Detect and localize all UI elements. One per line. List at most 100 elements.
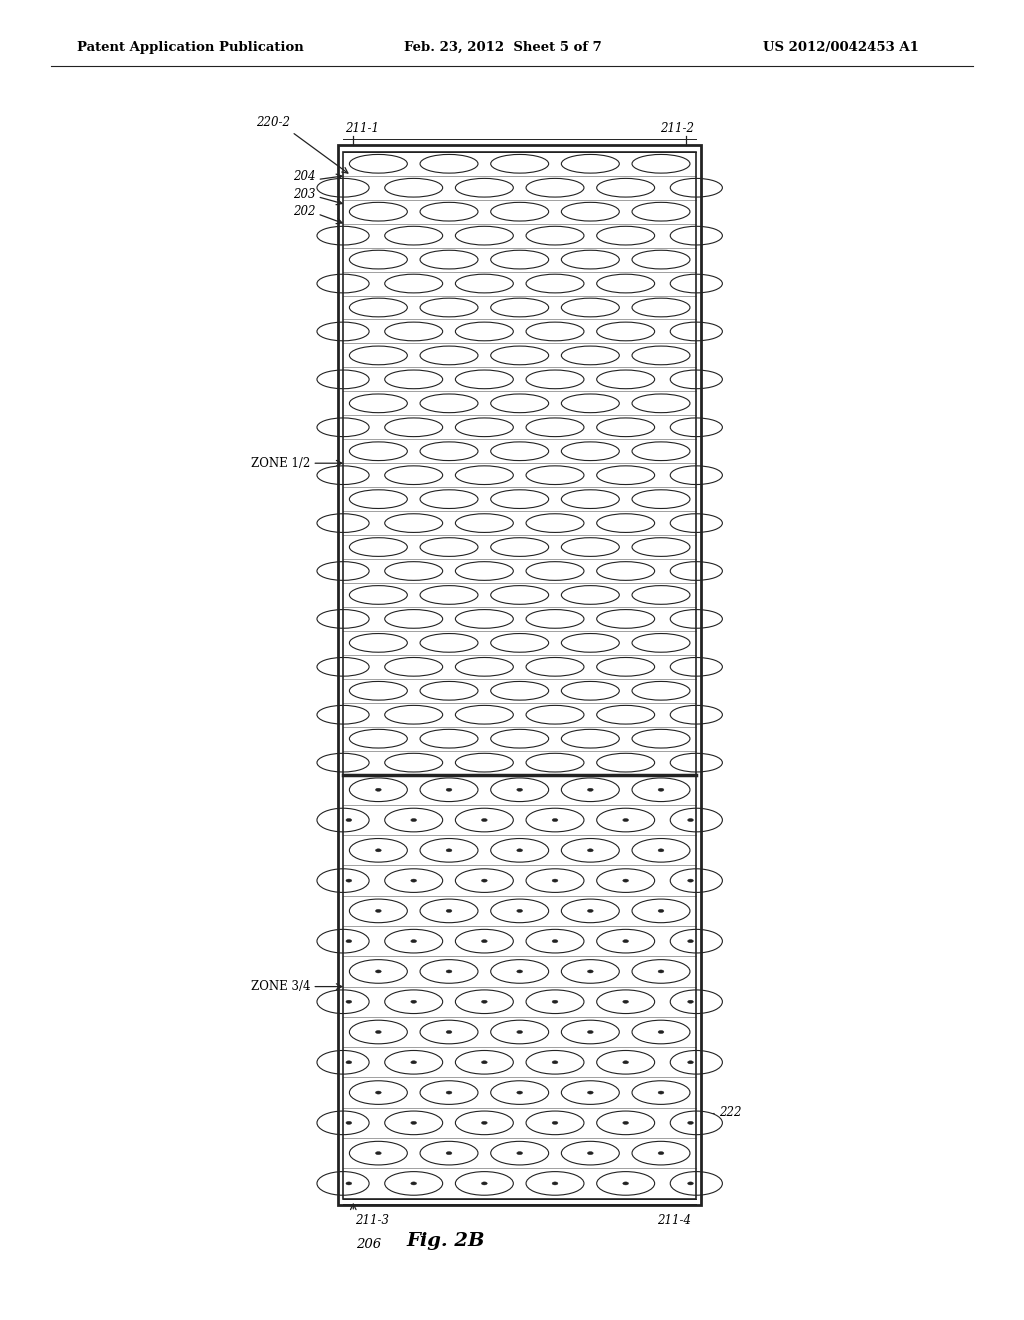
Ellipse shape [688,1001,693,1003]
Ellipse shape [456,370,513,388]
Ellipse shape [317,657,369,676]
Ellipse shape [632,154,690,173]
Ellipse shape [317,275,369,293]
Text: 211-4: 211-4 [657,1214,691,1228]
Ellipse shape [317,466,369,484]
Ellipse shape [490,730,549,748]
Ellipse shape [517,788,522,791]
Ellipse shape [658,909,664,912]
Ellipse shape [349,838,408,862]
Ellipse shape [552,879,558,882]
Ellipse shape [597,705,654,725]
Ellipse shape [349,1142,408,1166]
Ellipse shape [526,322,584,341]
Ellipse shape [349,298,408,317]
Ellipse shape [411,818,417,821]
Ellipse shape [632,1020,690,1044]
Ellipse shape [552,1001,558,1003]
Ellipse shape [632,681,690,700]
Ellipse shape [597,178,654,197]
Ellipse shape [376,970,381,973]
Ellipse shape [561,537,620,557]
Ellipse shape [446,1092,452,1094]
Ellipse shape [456,562,513,581]
Ellipse shape [349,1081,408,1105]
Ellipse shape [526,1172,584,1195]
Ellipse shape [561,298,620,317]
Ellipse shape [597,754,654,772]
Ellipse shape [597,513,654,532]
Ellipse shape [671,418,722,437]
Text: Feb. 23, 2012  Sheet 5 of 7: Feb. 23, 2012 Sheet 5 of 7 [404,41,602,54]
Ellipse shape [688,1121,693,1125]
Ellipse shape [632,586,690,605]
Ellipse shape [597,1051,654,1074]
Ellipse shape [456,869,513,892]
Ellipse shape [346,818,351,821]
Ellipse shape [658,1151,664,1155]
Ellipse shape [456,610,513,628]
Ellipse shape [561,1020,620,1044]
Ellipse shape [561,1142,620,1166]
Ellipse shape [481,1001,487,1003]
Ellipse shape [588,788,593,791]
Ellipse shape [671,990,722,1014]
Ellipse shape [385,418,442,437]
Ellipse shape [490,298,549,317]
Ellipse shape [490,634,549,652]
Ellipse shape [420,634,478,652]
Ellipse shape [490,681,549,700]
Ellipse shape [456,1172,513,1195]
Ellipse shape [671,370,722,388]
Ellipse shape [456,178,513,197]
Ellipse shape [632,1081,690,1105]
Ellipse shape [349,251,408,269]
Ellipse shape [658,788,664,791]
Ellipse shape [632,1142,690,1166]
Ellipse shape [517,1151,522,1155]
Ellipse shape [526,1051,584,1074]
Ellipse shape [671,513,722,532]
Ellipse shape [526,178,584,197]
Ellipse shape [349,586,408,605]
Ellipse shape [526,418,584,437]
Ellipse shape [632,777,690,801]
Ellipse shape [623,1061,629,1064]
Ellipse shape [632,730,690,748]
Ellipse shape [420,298,478,317]
Ellipse shape [420,537,478,557]
Ellipse shape [526,275,584,293]
Ellipse shape [349,537,408,557]
Ellipse shape [526,657,584,676]
Ellipse shape [597,1111,654,1135]
Ellipse shape [446,788,452,791]
Ellipse shape [671,808,722,832]
Ellipse shape [632,634,690,652]
Ellipse shape [349,960,408,983]
Ellipse shape [420,393,478,413]
Ellipse shape [420,960,478,983]
Ellipse shape [597,869,654,892]
Ellipse shape [526,562,584,581]
Ellipse shape [490,899,549,923]
Text: 211-2: 211-2 [660,121,694,135]
Ellipse shape [385,226,442,246]
Ellipse shape [446,1151,452,1155]
Text: 204: 204 [293,170,315,183]
Ellipse shape [526,705,584,725]
Ellipse shape [561,442,620,461]
Ellipse shape [526,226,584,246]
Ellipse shape [420,154,478,173]
Ellipse shape [420,730,478,748]
Ellipse shape [456,990,513,1014]
Ellipse shape [561,960,620,983]
Ellipse shape [561,899,620,923]
Ellipse shape [317,562,369,581]
Ellipse shape [490,838,549,862]
Ellipse shape [490,442,549,461]
Text: ZONE 3/4: ZONE 3/4 [251,979,310,993]
Ellipse shape [632,490,690,508]
Ellipse shape [588,909,593,912]
Ellipse shape [385,990,442,1014]
Ellipse shape [561,681,620,700]
